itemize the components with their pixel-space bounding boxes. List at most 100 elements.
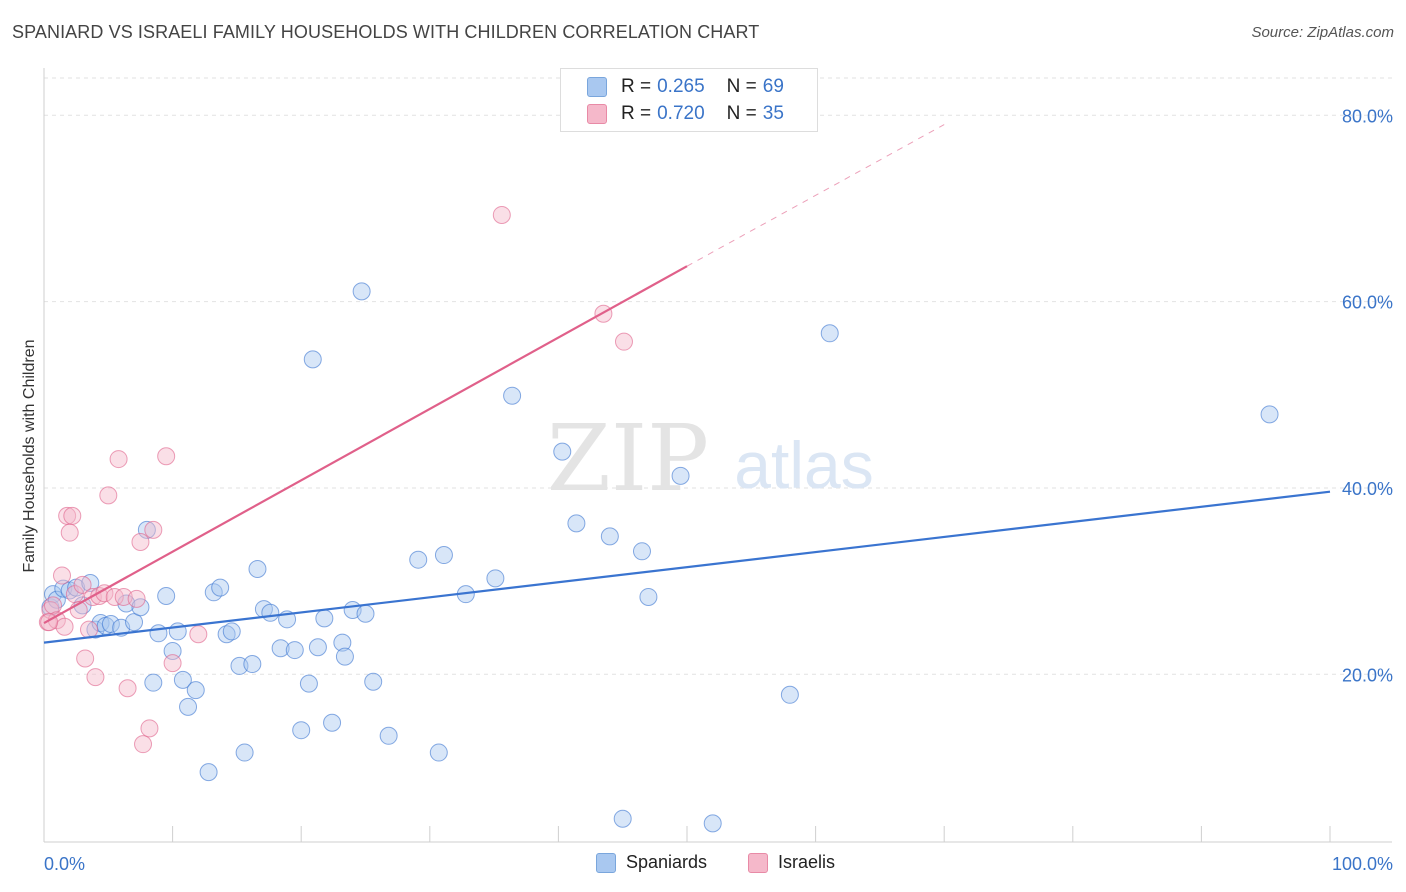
point-spaniards: [364, 672, 383, 691]
point-spaniards: [144, 673, 163, 692]
watermark-atlas: atlas: [734, 428, 873, 502]
point-spaniards: [308, 638, 327, 657]
trendline-israelis: [43, 265, 688, 625]
legend-r-label: R =: [621, 76, 652, 97]
point-israelis: [80, 620, 99, 639]
legend-n-label: N =: [726, 103, 757, 124]
point-spaniards: [235, 743, 254, 762]
point-israelis: [189, 625, 208, 644]
point-spaniards: [54, 579, 73, 598]
y-tick-label: 80.0%: [1342, 106, 1393, 126]
point-israelis: [63, 506, 82, 525]
point-spaniards: [352, 282, 371, 301]
point-spaniards: [217, 625, 236, 644]
point-israelis: [44, 596, 63, 615]
point-spaniards: [248, 560, 267, 579]
point-spaniards: [356, 604, 375, 623]
legend-n-value: 69: [762, 76, 784, 97]
legend-swatch-spaniards: [596, 852, 616, 873]
trend-lines: [43, 124, 1331, 644]
legend-item-spaniards: Spaniards: [596, 852, 707, 873]
legend-r-value: 0.720: [657, 103, 705, 124]
point-israelis: [163, 654, 182, 673]
point-israelis: [140, 719, 159, 738]
point-spaniards: [261, 603, 280, 622]
point-spaniards: [81, 573, 100, 592]
point-spaniards: [149, 624, 168, 643]
point-spaniards: [199, 763, 218, 782]
point-spaniards: [335, 647, 354, 666]
point-spaniards: [211, 578, 230, 597]
point-israelis: [105, 587, 124, 606]
point-israelis: [157, 447, 176, 466]
point-israelis: [134, 735, 153, 754]
legend-label-spaniards: Spaniards: [626, 852, 708, 872]
point-spaniards: [639, 587, 658, 606]
point-spaniards: [157, 587, 176, 606]
x-tick-label: 100.0%: [1332, 854, 1393, 874]
legend-label-israelis: Israelis: [778, 852, 836, 872]
point-spaniards: [292, 721, 311, 740]
point-spaniards: [173, 670, 192, 689]
point-israelis: [76, 649, 95, 668]
legend-swatch-spaniards: [587, 77, 607, 97]
point-spaniards: [186, 681, 205, 700]
point-spaniards: [131, 598, 150, 617]
point-israelis: [109, 450, 128, 469]
point-israelis: [53, 566, 72, 585]
point-spaniards: [179, 697, 198, 716]
legend-swatch-israelis: [748, 852, 768, 873]
chart-title: SPANIARD VS ISRAELI FAMILY HOUSEHOLDS WI…: [12, 22, 760, 42]
point-israelis: [60, 523, 79, 542]
source-label: Source: ZipAtlas.com: [1251, 24, 1394, 41]
point-spaniards: [299, 674, 318, 693]
watermark-zip: ZIP: [547, 405, 709, 512]
point-spaniards: [1260, 405, 1279, 424]
point-spaniards: [434, 546, 453, 565]
point-israelis: [86, 668, 105, 687]
correlation-legend: R = 0.265 N = 69 R = 0.720 N = 35: [560, 68, 818, 132]
point-spaniards: [101, 614, 120, 633]
point-spaniards: [600, 527, 619, 546]
point-spaniards: [703, 814, 722, 833]
legend-n-label: N =: [726, 76, 757, 97]
point-spaniards: [204, 583, 223, 602]
point-spaniards: [379, 726, 398, 745]
point-spaniards: [271, 639, 290, 658]
trendline-spaniards: [43, 490, 1331, 644]
legend-row-israelis: R = 0.720 N = 35: [587, 102, 784, 126]
point-spaniards: [553, 442, 572, 461]
point-israelis: [99, 486, 118, 505]
point-spaniards: [409, 550, 428, 569]
point-israelis: [492, 205, 511, 224]
point-spaniards: [671, 466, 690, 485]
y-tick-label: 60.0%: [1342, 293, 1393, 313]
point-israelis: [614, 332, 633, 351]
series-legend: Spaniards Israelis: [0, 852, 1406, 876]
point-spaniards: [285, 641, 304, 660]
data-points: [38, 205, 1279, 833]
point-israelis: [144, 520, 163, 539]
legend-swatch-israelis: [587, 104, 607, 124]
legend-n-value: 35: [762, 103, 784, 124]
grid-lines: [44, 77, 1392, 675]
point-spaniards: [91, 614, 110, 633]
legend-row-spaniards: R = 0.265 N = 69: [587, 75, 784, 99]
y-tick-label: 20.0%: [1342, 665, 1393, 685]
point-spaniards: [780, 685, 799, 704]
y-tick-label: 40.0%: [1342, 479, 1393, 499]
point-israelis: [131, 532, 150, 551]
point-spaniards: [632, 542, 651, 561]
point-spaniards: [125, 613, 144, 632]
point-spaniards: [243, 655, 262, 674]
point-spaniards: [303, 350, 322, 369]
point-spaniards: [567, 514, 586, 533]
point-spaniards: [222, 622, 241, 641]
point-spaniards: [315, 609, 334, 628]
point-israelis: [73, 575, 92, 594]
tick-labels: 20.0% 40.0% 60.0% 80.0% 0.0% 100.0%: [44, 106, 1393, 874]
point-spaniards: [503, 386, 522, 405]
legend-item-israelis: Israelis: [748, 852, 835, 873]
point-spaniards: [333, 633, 352, 652]
